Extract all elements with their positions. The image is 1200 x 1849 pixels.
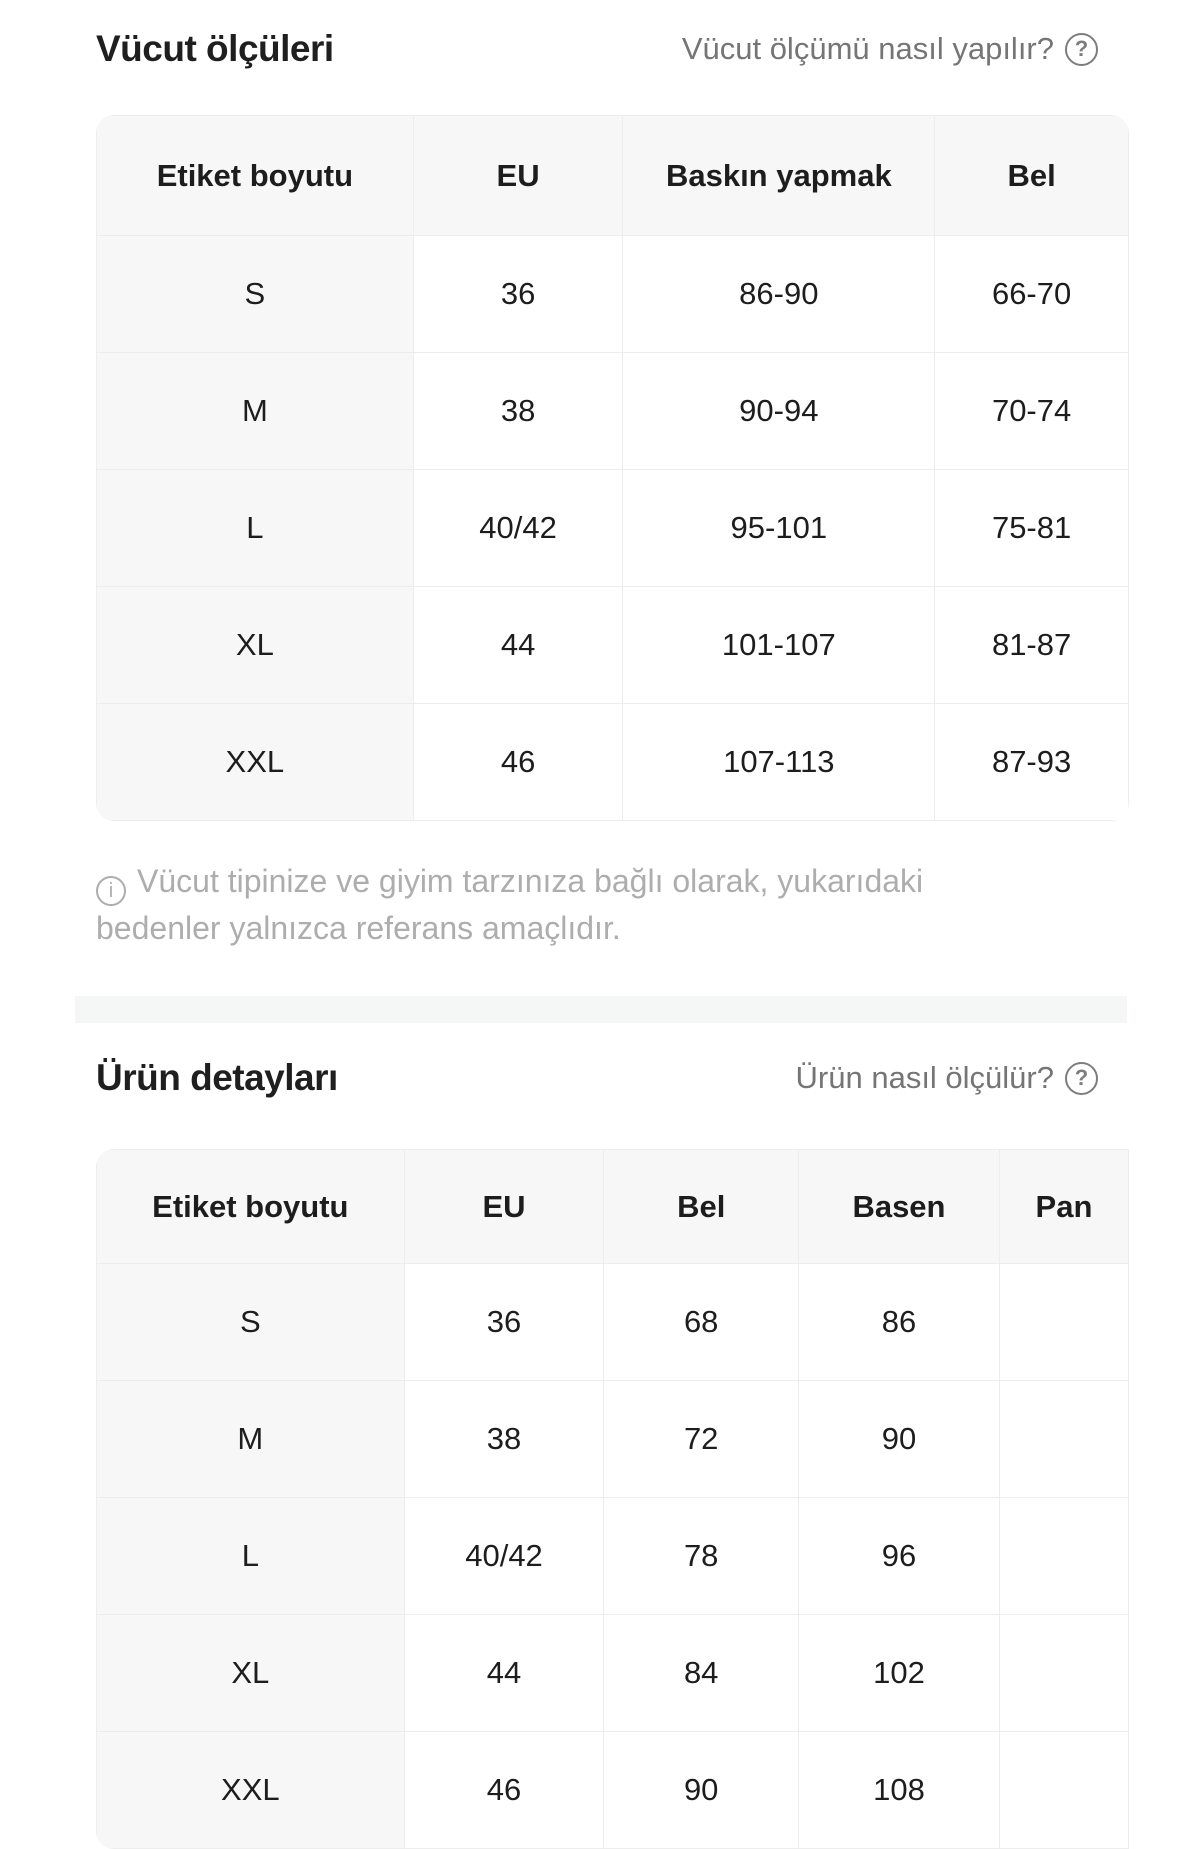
row-size-label: XXL <box>96 1731 405 1849</box>
cell-value: 102 <box>798 1614 1000 1732</box>
column-header: Bel <box>934 115 1129 236</box>
product-details-header: Ürün detayları Ürün nasıl ölçülür? ? <box>96 1055 1128 1101</box>
cell-value: 36 <box>403 1263 605 1381</box>
cell-value: 101-107 <box>622 586 936 704</box>
table-row: XXL 46 90 108 <box>96 1731 1129 1849</box>
cell-value: 44 <box>403 1614 605 1732</box>
column-header: Etiket boyutu <box>96 115 414 236</box>
cell-value: 75-81 <box>934 469 1129 587</box>
product-details-title: Ürün detayları <box>96 1057 338 1098</box>
column-header: EU <box>412 115 624 236</box>
table-header-row: Etiket boyutu EU Baskın yapmak Bel <box>96 115 1129 236</box>
info-circle-icon: i <box>96 876 126 906</box>
cell-value: 72 <box>603 1380 799 1498</box>
cell-value: 40/42 <box>412 469 624 587</box>
table-row: L 40/42 78 96 <box>96 1497 1129 1615</box>
question-circle-icon: ? <box>1065 32 1098 66</box>
product-details-table: Etiket boyutu EU Bel Basen Pan S 36 68 86 M 38 72 90… <box>96 1149 1129 1849</box>
cell-value: 86-90 <box>622 235 936 353</box>
cell-value: 40/42 <box>403 1497 605 1615</box>
cell-value <box>998 1263 1129 1381</box>
body-measurements-title: Vücut ölçüleri <box>96 28 334 69</box>
cell-value: 70-74 <box>934 352 1129 470</box>
how-to-measure-body-label: Vücut ölçümü nasıl yapılır? <box>681 31 1054 66</box>
cell-value: 66-70 <box>934 235 1129 353</box>
column-header: Baskın yapmak <box>622 115 936 236</box>
cell-value: 36 <box>412 235 624 353</box>
cell-value: 38 <box>412 352 624 470</box>
table-row: M 38 90-94 70-74 <box>96 352 1129 470</box>
cell-value: 68 <box>603 1263 799 1381</box>
cell-value: 46 <box>412 703 624 821</box>
row-size-label: M <box>96 1380 405 1498</box>
cell-value: 108 <box>798 1731 1000 1849</box>
cell-value <box>998 1731 1129 1849</box>
cell-value: 107-113 <box>622 703 936 821</box>
row-size-label: M <box>96 352 414 470</box>
question-circle-icon: ? <box>1065 1061 1098 1095</box>
table-row: S 36 68 86 <box>96 1263 1129 1381</box>
how-product-measured-link[interactable]: Ürün nasıl ölçülür? ? <box>796 1060 1128 1096</box>
column-header: EU <box>403 1149 605 1264</box>
row-size-label: S <box>96 1263 405 1381</box>
table-row: S 36 86-90 66-70 <box>96 235 1129 353</box>
body-measurements-table-scroll[interactable]: Etiket boyutu EU Baskın yapmak Bel S 36 86-90 6… <box>96 115 1129 821</box>
cell-value: 90-94 <box>622 352 936 470</box>
how-to-measure-body-link[interactable]: Vücut ölçümü nasıl yapılır? ? <box>682 31 1128 67</box>
column-header: Bel <box>603 1149 799 1264</box>
table-header-row: Etiket boyutu EU Bel Basen Pan <box>96 1149 1129 1264</box>
cell-value <box>998 1614 1129 1732</box>
table-row: M 38 72 90 <box>96 1380 1129 1498</box>
cell-value <box>998 1380 1129 1498</box>
row-size-label: XL <box>96 1614 405 1732</box>
column-header: Etiket boyutu <box>96 1149 405 1264</box>
cell-value: 96 <box>798 1497 1000 1615</box>
cell-value: 90 <box>603 1731 799 1849</box>
cell-value: 84 <box>603 1614 799 1732</box>
cell-value: 46 <box>403 1731 605 1849</box>
body-measurements-header: Vücut ölçüleri Vücut ölçümü nasıl yapılı… <box>96 26 1128 72</box>
row-size-label: XXL <box>96 703 414 821</box>
cell-value <box>998 1497 1129 1615</box>
table-row: XL 44 101-107 81-87 <box>96 586 1129 704</box>
table-row: L 40/42 95-101 75-81 <box>96 469 1129 587</box>
table-row: XL 44 84 102 <box>96 1614 1129 1732</box>
how-product-measured-label: Ürün nasıl ölçülür? <box>795 1060 1054 1095</box>
row-size-label: XL <box>96 586 414 704</box>
section-divider <box>75 996 1127 1023</box>
cell-value: 87-93 <box>934 703 1129 821</box>
table-row: XXL 46 107-113 87-93 <box>96 703 1129 821</box>
row-size-label: S <box>96 235 414 353</box>
size-reference-note-text: Vücut tipinize ve giyim tarzınıza bağlı … <box>96 863 924 946</box>
row-size-label: L <box>96 469 414 587</box>
product-details-table-scroll[interactable]: Etiket boyutu EU Bel Basen Pan S 36 68 86 M 38 72 90… <box>96 1149 1129 1849</box>
row-size-label: L <box>96 1497 405 1615</box>
cell-value: 95-101 <box>622 469 936 587</box>
size-reference-note: i Vücut tipinize ve giyim tarzınıza bağlı… <box>96 859 996 951</box>
cell-value: 86 <box>798 1263 1000 1381</box>
cell-value: 78 <box>603 1497 799 1615</box>
cell-value: 90 <box>798 1380 1000 1498</box>
column-header: Pan <box>998 1149 1129 1264</box>
cell-value: 81-87 <box>934 586 1129 704</box>
cell-value: 38 <box>403 1380 605 1498</box>
column-header: Basen <box>798 1149 1000 1264</box>
cell-value: 44 <box>412 586 624 704</box>
body-measurements-table: Etiket boyutu EU Baskın yapmak Bel S 36 86-90 6… <box>96 115 1129 821</box>
